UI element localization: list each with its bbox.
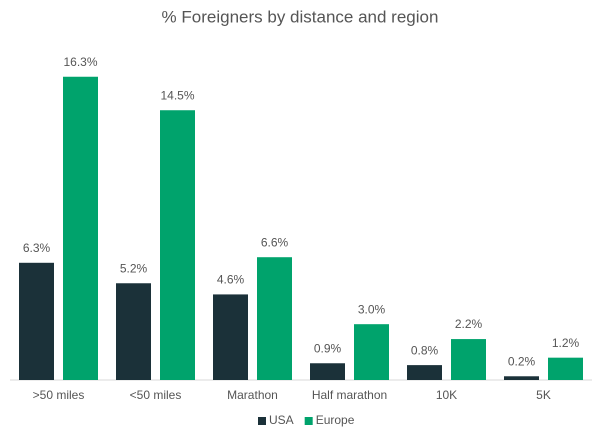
value-label: 3.0% <box>358 302 386 316</box>
value-label: 0.2% <box>508 354 536 368</box>
value-label: 0.8% <box>411 343 439 357</box>
x-tick-label: 5K <box>536 388 551 402</box>
x-tick-label: Marathon <box>227 388 278 402</box>
bar <box>548 357 583 380</box>
value-label: 1.2% <box>552 336 580 350</box>
value-label: 2.2% <box>455 317 483 331</box>
x-tick-label: >50 miles <box>33 388 85 402</box>
bar <box>116 283 151 380</box>
x-tick-label: <50 miles <box>130 388 182 402</box>
bar <box>63 76 98 380</box>
bar <box>310 363 345 380</box>
chart-title: % Foreigners by distance and region <box>162 7 439 26</box>
bar <box>407 365 442 380</box>
value-label: 14.5% <box>160 88 194 102</box>
value-label: 6.6% <box>261 235 289 249</box>
bar <box>451 339 486 380</box>
bar <box>504 376 539 380</box>
x-tick-label: Half marathon <box>312 388 387 402</box>
value-label: 16.3% <box>63 55 97 69</box>
bar <box>354 324 389 380</box>
bar <box>257 257 292 380</box>
bar <box>160 110 195 381</box>
legend-swatch <box>304 417 313 425</box>
x-tick-label: 10K <box>436 388 457 402</box>
bar <box>213 294 248 380</box>
value-label: 0.9% <box>314 341 342 355</box>
legend-swatch <box>258 417 266 425</box>
bar <box>19 262 54 380</box>
value-label: 6.3% <box>23 241 51 255</box>
legend-label: USA <box>269 413 294 427</box>
value-label: 4.6% <box>217 273 245 287</box>
legend-label: Europe <box>316 413 355 427</box>
value-label: 5.2% <box>120 261 148 275</box>
